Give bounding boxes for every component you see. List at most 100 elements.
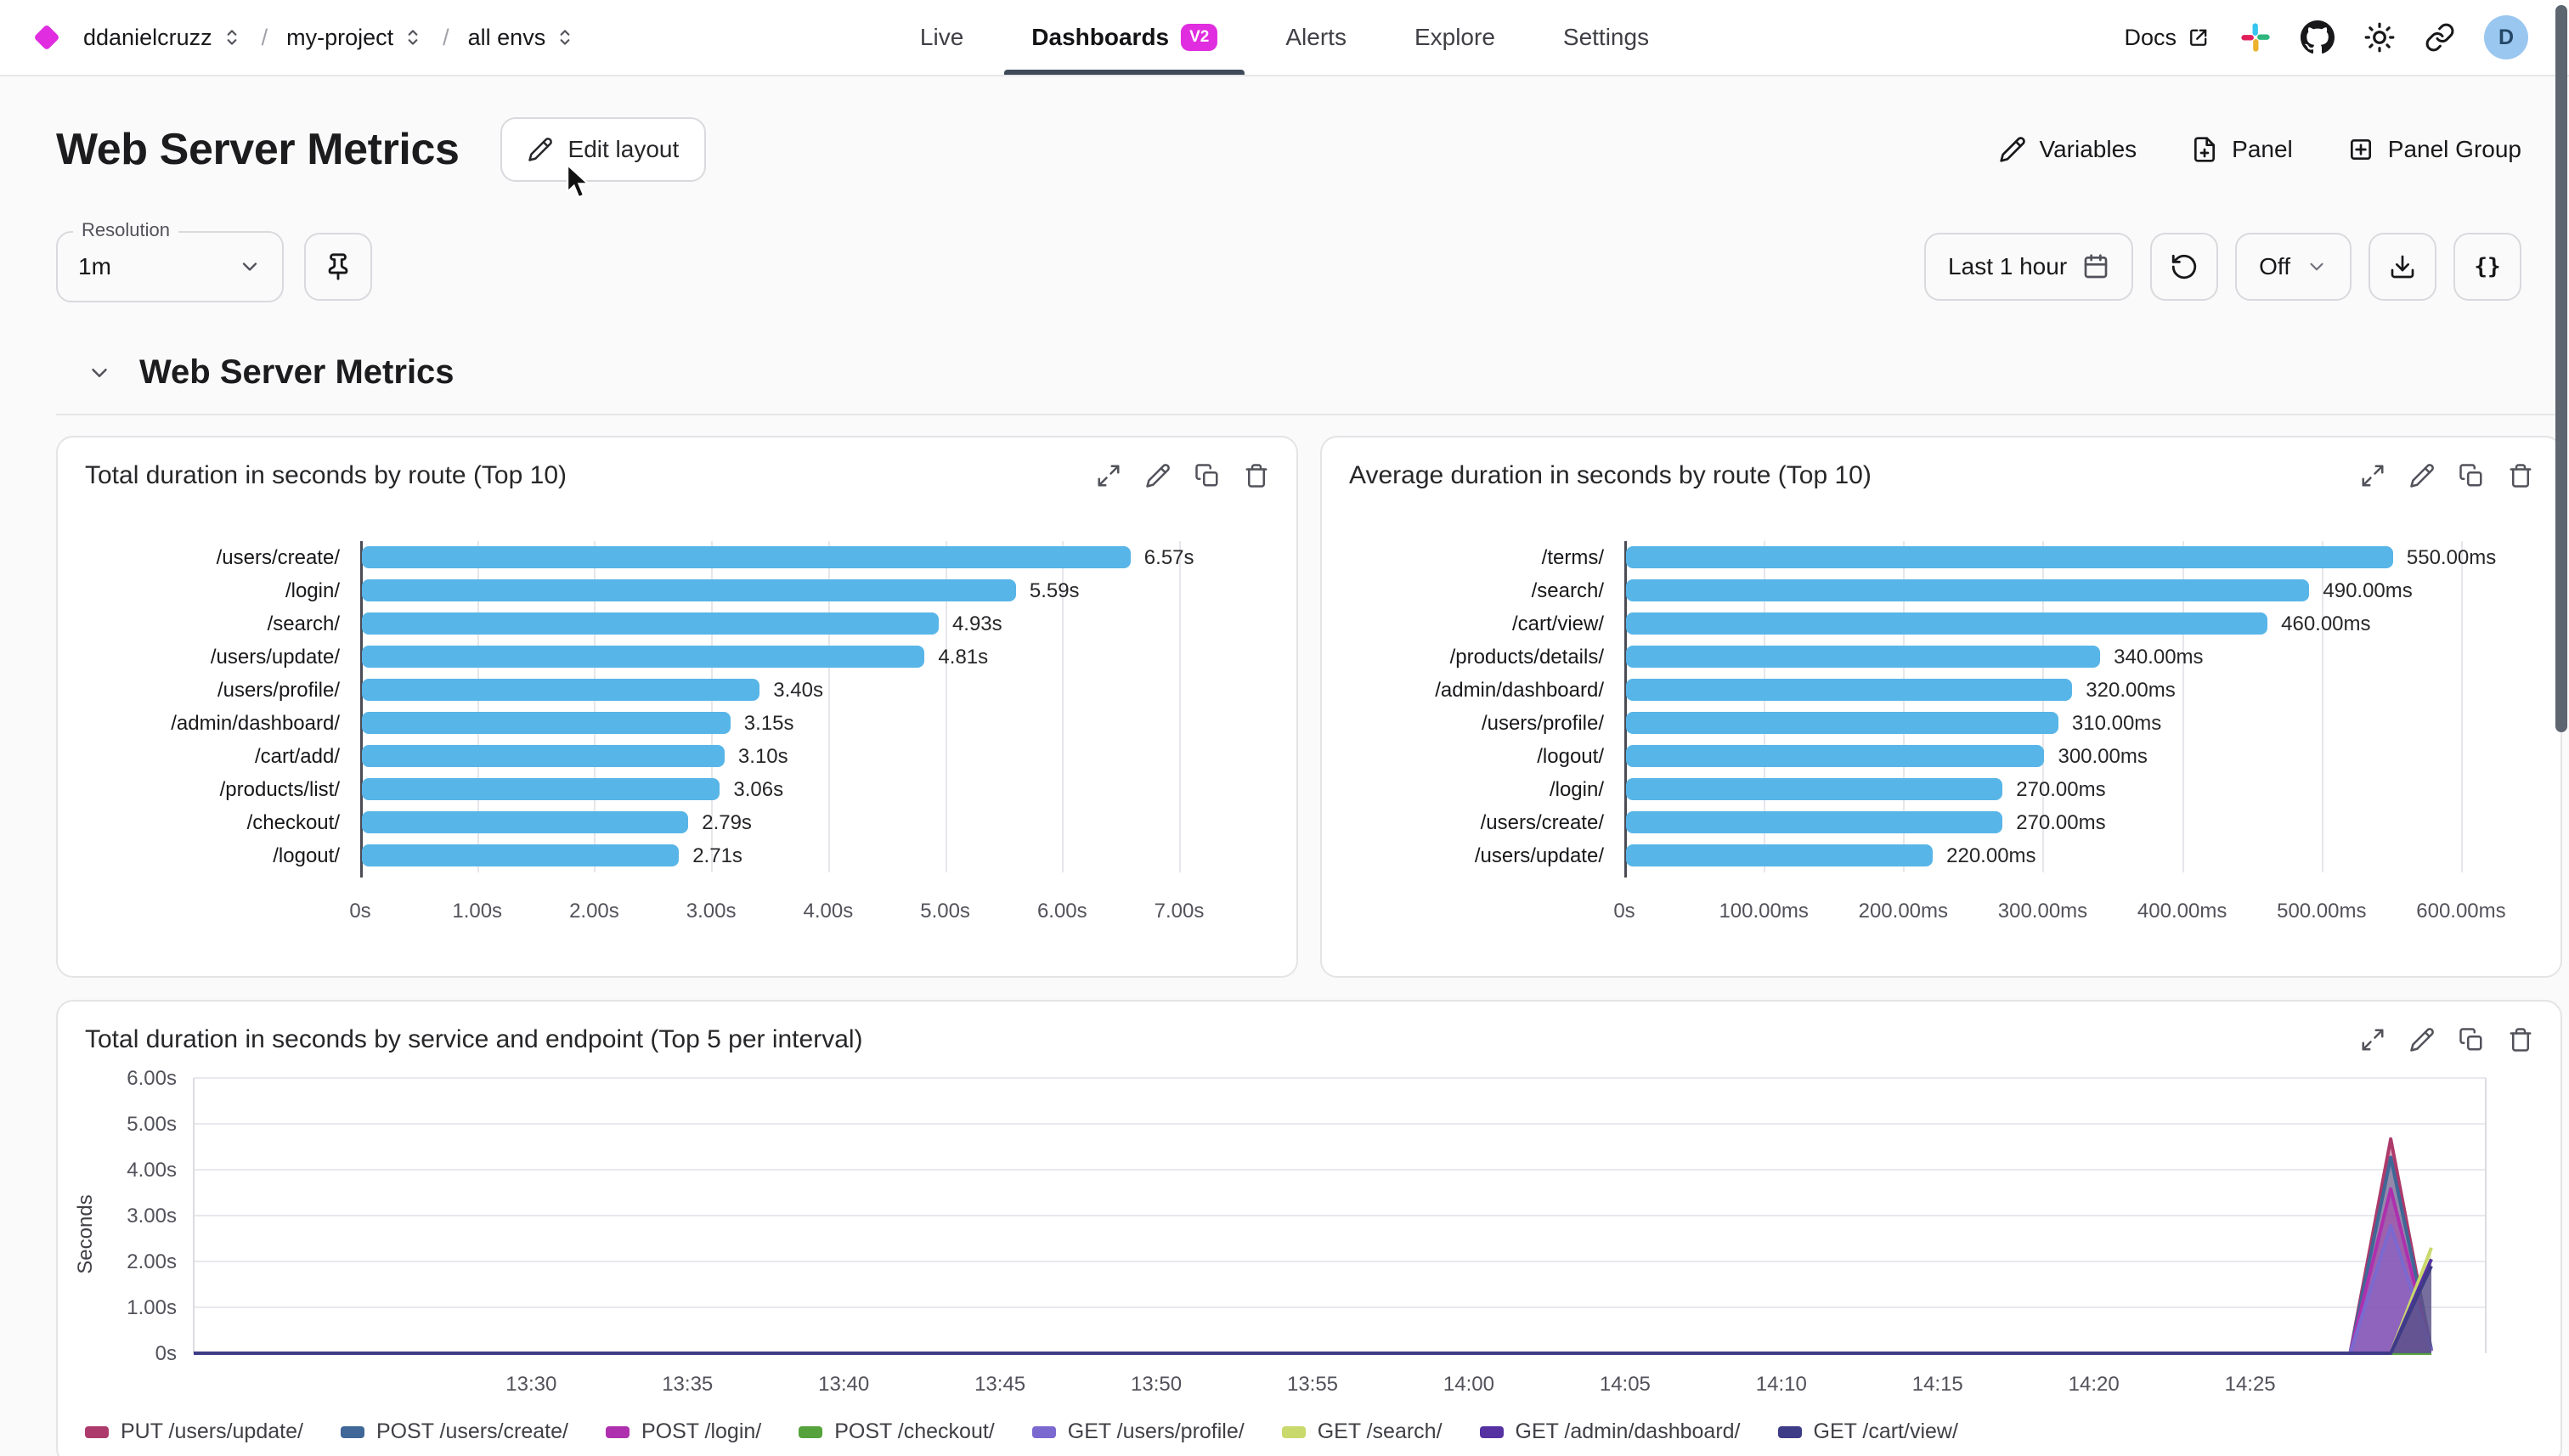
svg-text:1.00s: 1.00s xyxy=(127,1296,177,1319)
download-button[interactable] xyxy=(2369,233,2436,301)
time-range-button[interactable]: Last 1 hour xyxy=(1924,233,2134,301)
square-plus-icon xyxy=(2347,136,2374,163)
pin-icon xyxy=(324,252,353,281)
legend-item[interactable]: GET /search/ xyxy=(1281,1419,1443,1444)
edit-icon[interactable] xyxy=(1145,463,1171,488)
panel-duration-by-service-endpoint: Total duration in seconds by service and… xyxy=(56,1000,2562,1456)
bar[interactable] xyxy=(362,546,1131,569)
breadcrumb-item[interactable]: ddanielcruzz xyxy=(83,25,243,51)
delete-icon[interactable] xyxy=(2508,463,2533,488)
series-line xyxy=(194,1137,2433,1355)
bar[interactable] xyxy=(1626,579,2310,602)
gridline xyxy=(1764,541,1766,872)
top-right-actions: Docs D xyxy=(2124,15,2538,59)
bar[interactable] xyxy=(1626,745,2045,768)
bar[interactable] xyxy=(362,844,680,867)
bar[interactable] xyxy=(362,745,725,768)
docs-link[interactable]: Docs xyxy=(2124,25,2210,51)
bar-value-label: 3.10s xyxy=(737,745,788,768)
add-panel-group-button[interactable]: Panel Group xyxy=(2347,136,2521,163)
legend-swatch xyxy=(1031,1425,1056,1438)
x-tick-label: 7.00s xyxy=(1154,900,1205,923)
bar[interactable] xyxy=(1626,778,2003,801)
bar-value-label: 270.00ms xyxy=(2016,811,2106,834)
legend-item[interactable]: GET /cart/view/ xyxy=(1777,1419,1958,1444)
bar[interactable] xyxy=(1626,679,2073,702)
tab-explore[interactable]: Explore xyxy=(1414,0,1495,75)
edit-icon[interactable] xyxy=(2409,1027,2435,1052)
dashboard-main: Web Server Metrics Edit layout Variables… xyxy=(0,117,2569,1456)
tab-dashboards[interactable]: Dashboards V2 xyxy=(1004,0,1245,75)
x-tick-label: 4.00s xyxy=(803,900,854,923)
panel-label: Panel xyxy=(2232,136,2293,162)
legend-item[interactable]: POST /login/ xyxy=(605,1419,761,1444)
user-avatar[interactable]: D xyxy=(2484,15,2528,59)
legend-item[interactable]: GET /users/profile/ xyxy=(1031,1419,1245,1444)
category-label: /search/ xyxy=(1531,579,1604,602)
bar[interactable] xyxy=(362,712,731,735)
bar-value-label: 340.00ms xyxy=(2114,646,2204,669)
bar[interactable] xyxy=(362,579,1016,602)
copy-icon[interactable] xyxy=(2459,463,2484,488)
delete-icon[interactable] xyxy=(1244,463,1269,488)
y-axis-line xyxy=(1624,541,1627,878)
copy-icon[interactable] xyxy=(2459,1027,2484,1052)
bar[interactable] xyxy=(1626,712,2058,735)
bar[interactable] xyxy=(362,646,925,669)
bar[interactable] xyxy=(362,612,939,635)
add-panel-button[interactable]: Panel xyxy=(2191,136,2293,163)
page-scrollbar[interactable] xyxy=(2555,5,2567,732)
expand-icon[interactable] xyxy=(2360,1027,2386,1052)
legend-swatch xyxy=(1281,1425,1306,1438)
expand-icon[interactable] xyxy=(1096,463,1121,488)
legend-swatch xyxy=(1777,1425,1802,1438)
chevron-down-icon xyxy=(238,255,262,279)
legend-item[interactable]: POST /users/create/ xyxy=(340,1419,568,1444)
refresh-button[interactable] xyxy=(2150,233,2219,301)
delete-icon[interactable] xyxy=(2508,1027,2533,1052)
bar-value-label: 3.06s xyxy=(733,778,784,801)
bar[interactable] xyxy=(1626,811,2003,834)
expand-icon[interactable] xyxy=(2360,463,2386,488)
legend-item[interactable]: PUT /users/update/ xyxy=(85,1419,303,1444)
auto-refresh-select[interactable]: Off xyxy=(2235,233,2352,301)
series-line xyxy=(194,1247,2433,1355)
brand-logo-icon[interactable] xyxy=(33,24,60,51)
breadcrumb-item[interactable]: all envs xyxy=(468,25,577,51)
bar[interactable] xyxy=(1626,546,2393,569)
share-link-button[interactable] xyxy=(2425,22,2455,53)
panel-header: Total duration in seconds by service and… xyxy=(58,1002,2561,1064)
bar[interactable] xyxy=(362,778,720,801)
breadcrumb-label: all envs xyxy=(467,24,546,50)
tab-alerts[interactable]: Alerts xyxy=(1285,0,1347,75)
copy-icon[interactable] xyxy=(1194,463,1220,488)
tab-settings[interactable]: Settings xyxy=(1563,0,1649,75)
timeseries-plot[interactable]: 0s 1.00s 2.00s 3.00s 4.00s 5.00s 6.00s Seconds 1… xyxy=(58,1064,2542,1413)
json-view-button[interactable]: {} xyxy=(2453,233,2521,301)
theme-toggle-button[interactable] xyxy=(2363,21,2396,54)
svg-text:6.00s: 6.00s xyxy=(127,1067,177,1090)
svg-text:13:40: 13:40 xyxy=(818,1373,869,1396)
legend-item[interactable]: POST /checkout/ xyxy=(799,1419,995,1444)
breadcrumb-separator: / xyxy=(261,24,268,50)
resolution-select[interactable]: Resolution 1m xyxy=(56,219,284,302)
bar[interactable] xyxy=(362,811,689,834)
bar-value-label: 3.40s xyxy=(773,679,823,702)
bar[interactable] xyxy=(1626,646,2101,669)
edit-layout-button[interactable]: Edit layout xyxy=(500,117,707,182)
github-button[interactable] xyxy=(2301,20,2335,54)
x-tick-label: 600.00ms xyxy=(2416,900,2506,923)
breadcrumb-item[interactable]: my-project xyxy=(286,25,424,51)
variables-button[interactable]: Variables xyxy=(1999,136,2137,163)
legend-item[interactable]: GET /admin/dashboard/ xyxy=(1479,1419,1741,1444)
collapse-chevron-icon[interactable] xyxy=(87,360,112,386)
edit-icon[interactable] xyxy=(2409,463,2435,488)
pin-resolution-button[interactable] xyxy=(304,233,372,301)
tab-live[interactable]: Live xyxy=(920,0,963,75)
slack-button[interactable] xyxy=(2239,21,2272,54)
bar[interactable] xyxy=(1626,612,2268,635)
panel-title: Total duration in seconds by route (Top … xyxy=(85,461,567,489)
bar[interactable] xyxy=(362,679,760,702)
category-label: /cart/view/ xyxy=(1511,612,1604,635)
bar[interactable] xyxy=(1626,844,1934,867)
